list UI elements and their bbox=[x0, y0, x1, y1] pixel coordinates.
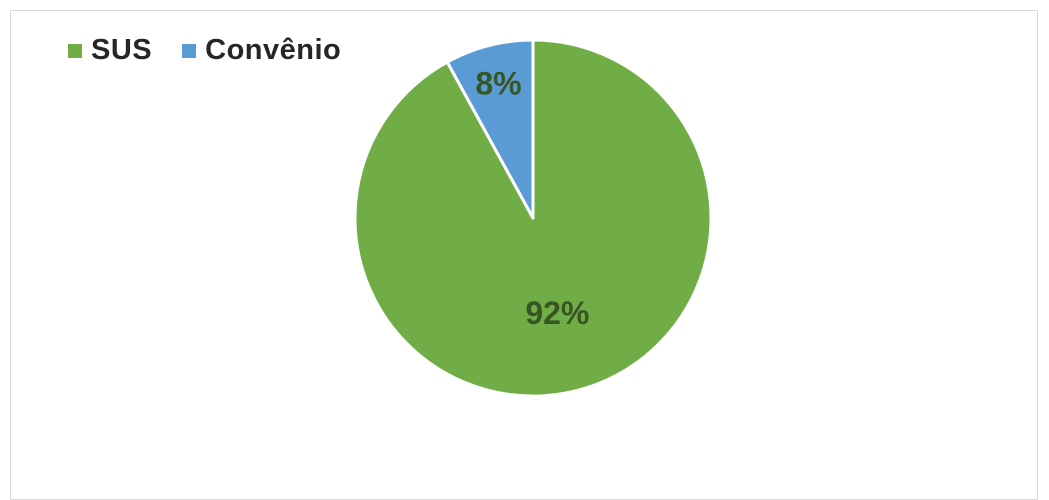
legend: SUS Convênio bbox=[68, 36, 341, 65]
data-label-sus: 92% bbox=[525, 295, 589, 331]
slice-sus bbox=[353, 38, 713, 398]
legend-label-sus: SUS bbox=[91, 34, 153, 66]
slice-convenio bbox=[445, 38, 535, 220]
legend-swatch-sus bbox=[68, 43, 82, 58]
legend-label-convenio: Convênio bbox=[205, 34, 342, 66]
legend-item-convenio: Convênio bbox=[182, 36, 341, 65]
legend-swatch-convenio bbox=[182, 43, 197, 58]
data-label-convenio: 8% bbox=[475, 66, 521, 102]
legend-item-sus: SUS bbox=[68, 36, 152, 65]
